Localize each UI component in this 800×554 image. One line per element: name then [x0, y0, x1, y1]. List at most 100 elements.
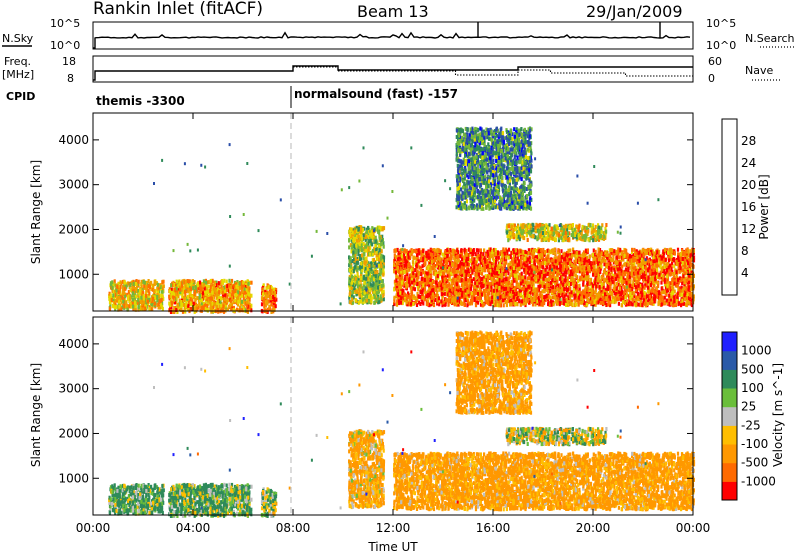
- power-cell: [360, 253, 364, 258]
- power-cell: [364, 262, 367, 267]
- power-cell: [352, 235, 355, 240]
- power-cell: [368, 263, 371, 268]
- power-cell: [589, 278, 592, 282]
- power-cell: [197, 305, 200, 310]
- power-cell: [493, 266, 497, 271]
- power-cell: [152, 296, 155, 301]
- power-cell: [578, 261, 581, 266]
- power-cell: [359, 278, 362, 283]
- power-cell: [122, 299, 125, 304]
- power-cell: [609, 303, 612, 308]
- power-cell: [175, 286, 178, 291]
- power-cell: [382, 258, 385, 263]
- power-cell: [194, 284, 197, 289]
- power-cell: [572, 272, 575, 277]
- power-cell: [141, 287, 144, 292]
- power-cell: [189, 301, 192, 306]
- power-cell: [367, 246, 370, 251]
- power-cell: [354, 298, 357, 302]
- power-cell: [359, 229, 362, 234]
- power-cell: [549, 288, 552, 293]
- power-cell: [380, 264, 383, 269]
- power-cell: [207, 284, 210, 289]
- power-cell: [359, 237, 362, 242]
- power-cell: [227, 288, 230, 293]
- power-cell: [127, 289, 130, 294]
- power-cell: [362, 299, 365, 304]
- power-cell: [382, 289, 385, 294]
- power-cell: [213, 302, 216, 307]
- power-cell: [240, 281, 243, 286]
- power-cell: [381, 241, 384, 246]
- power-cell: [357, 252, 360, 257]
- power-cell: [578, 250, 581, 255]
- power-cell: [126, 303, 129, 308]
- power-cell: [357, 244, 360, 249]
- power-cell: [216, 307, 220, 312]
- power-cell: [350, 293, 354, 298]
- power-cell: [141, 302, 144, 307]
- power-cell: [378, 230, 381, 235]
- power-cell: [356, 260, 359, 265]
- power-cell: [242, 280, 245, 285]
- power-cell: [368, 232, 371, 237]
- power-cell: [351, 287, 355, 292]
- power-cell: [153, 301, 156, 306]
- power-cell: [159, 285, 162, 290]
- power-cell: [138, 301, 141, 306]
- power-cell: [113, 279, 116, 284]
- power-cell: [367, 271, 370, 276]
- power-cell: [161, 289, 164, 294]
- power-cell: [207, 280, 210, 285]
- power-cell: [122, 285, 125, 290]
- power-cell: [468, 252, 471, 257]
- power-cell: [180, 303, 183, 308]
- power-cell: [382, 226, 386, 231]
- power-cell: [351, 280, 354, 285]
- power-cell: [142, 290, 145, 295]
- power-cell: [109, 293, 112, 298]
- power-cell: [186, 307, 189, 312]
- power-cell: [192, 295, 196, 300]
- power-cell: [247, 281, 250, 286]
- power-cell: [173, 282, 176, 287]
- power-cell: [177, 303, 180, 308]
- power-cell: [350, 234, 353, 238]
- power-cell: [158, 283, 161, 288]
- power-cell: [230, 281, 233, 286]
- power-cell: [160, 293, 163, 298]
- nsky-panel: N.Sky 10^5 10^0 10^5 10^0 N.Search: [2, 17, 795, 52]
- power-cell: [248, 302, 251, 307]
- power-cell: [380, 227, 383, 232]
- power-cell: [505, 294, 508, 299]
- power-cell: [215, 302, 218, 307]
- power-cell: [196, 307, 199, 312]
- power-cell: [348, 245, 351, 250]
- power-cell: [369, 278, 372, 283]
- power-cell: [111, 289, 114, 294]
- power-cell: [382, 244, 385, 249]
- power-cell: [501, 249, 505, 254]
- power-cell: [372, 277, 376, 282]
- power-cell: [128, 304, 131, 309]
- power-cell: [240, 284, 243, 289]
- nsearch-label: N.Search: [745, 32, 795, 45]
- power-cell: [170, 301, 173, 306]
- power-cell: [184, 287, 188, 292]
- power-cell: [154, 296, 158, 301]
- power-cell: [209, 288, 212, 293]
- power-cell: [132, 288, 135, 293]
- power-cell: [222, 309, 226, 314]
- power-cell: [264, 292, 267, 297]
- power-cell: [112, 304, 115, 309]
- power-cell: [202, 301, 205, 306]
- power-cell: [368, 239, 371, 244]
- cpid-normalsound: normalsound (fast) -157: [294, 87, 458, 101]
- power-cell: [369, 261, 372, 266]
- power-cell: [483, 248, 486, 253]
- power-cell: [355, 248, 358, 253]
- power-cell: [348, 286, 351, 291]
- power-cell: [355, 234, 358, 239]
- power-cell: [373, 289, 376, 294]
